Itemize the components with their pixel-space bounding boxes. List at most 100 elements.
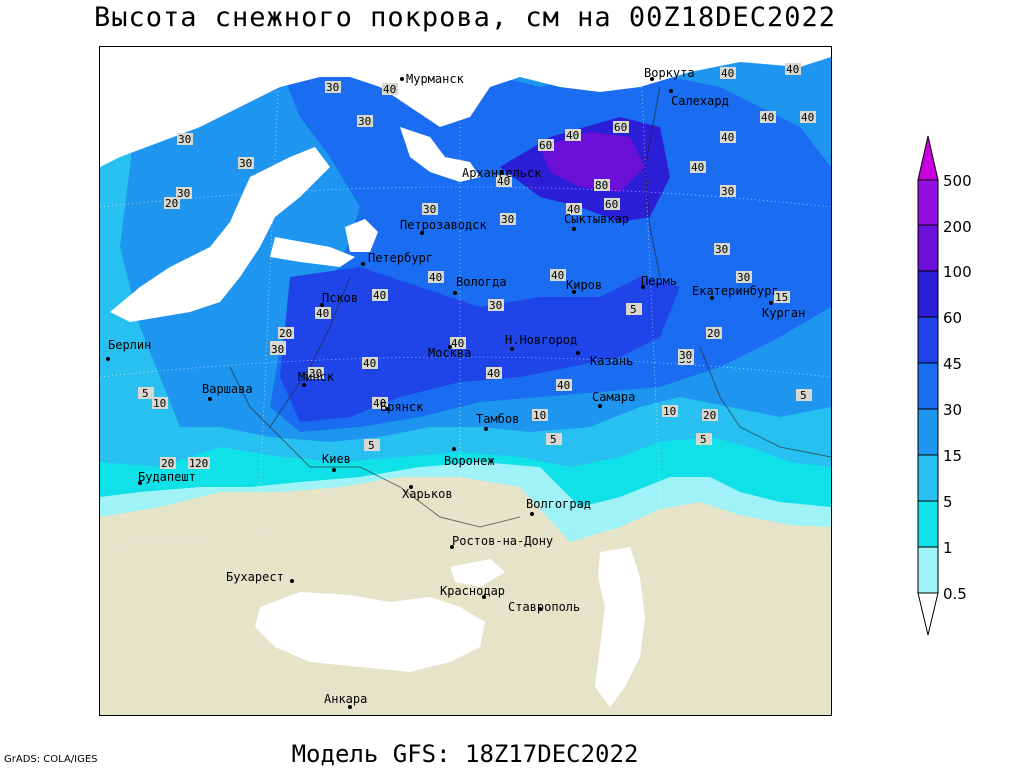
svg-text:Воронеж: Воронеж (444, 454, 495, 468)
svg-text:40: 40 (551, 269, 564, 282)
contour-label: 40 (315, 307, 331, 320)
svg-text:Тамбов: Тамбов (476, 412, 519, 426)
legend-level-200: 200 (943, 218, 972, 236)
city-labels: Мурманск Воркута Салехард Архангельск Сы… (106, 66, 805, 709)
snow-depth-map: 30 40 40 40 30 30 40 60 60 80 60 40 40 4… (99, 46, 832, 716)
svg-text:Киров: Киров (566, 278, 602, 292)
contour-label: 40 (372, 397, 388, 410)
legend-level-500: 500 (943, 172, 972, 190)
svg-text:40: 40 (761, 111, 774, 124)
city-perm: Пермь (641, 274, 677, 289)
legend-swatch-30-45 (917, 362, 939, 410)
contour-label: 20 (706, 327, 722, 340)
contour-label: 5 (546, 433, 562, 446)
svg-text:5: 5 (800, 389, 807, 402)
contour-label: 30 (270, 343, 286, 356)
svg-text:Н.Новгород: Н.Новгород (505, 333, 577, 347)
svg-text:10: 10 (533, 409, 546, 422)
white-sea (400, 127, 480, 182)
city-krasnodar: Краснодар (440, 584, 505, 599)
city-ekaterinburg: Екатеринбург (692, 284, 779, 300)
svg-text:40: 40 (429, 271, 442, 284)
contour-label: 5 (364, 439, 380, 452)
svg-text:Харьков: Харьков (402, 487, 453, 501)
svg-text:30: 30 (358, 115, 371, 128)
svg-text:Петербург: Петербург (368, 251, 433, 265)
contour-label: 40 (565, 129, 581, 142)
contour-label: 40 (450, 337, 466, 350)
svg-text:5: 5 (700, 433, 707, 446)
legend-colorbar: 500 200 100 60 45 30 15 5 1 0.5 (917, 135, 972, 636)
lake-ladoga (345, 219, 378, 252)
contour-label: 30 (678, 349, 694, 362)
city-vologda: Вологда (453, 275, 507, 295)
contour-label: 20 (278, 327, 294, 340)
sea-of-azov (450, 559, 505, 587)
svg-text:40: 40 (316, 307, 329, 320)
svg-text:Киев: Киев (322, 452, 351, 466)
svg-text:20: 20 (195, 457, 208, 470)
city-ankara: Анкара (324, 692, 367, 709)
svg-text:40: 40 (373, 289, 386, 302)
svg-text:Сыктывкар: Сыктывкар (564, 212, 629, 226)
city-kharkov: Харьков (402, 485, 453, 501)
svg-text:40: 40 (801, 111, 814, 124)
svg-text:30: 30 (423, 203, 436, 216)
svg-text:Екатеринбург: Екатеринбург (692, 284, 779, 298)
svg-text:15: 15 (775, 291, 788, 304)
city-arkhangelsk: Архангельск (462, 166, 542, 180)
svg-text:60: 60 (614, 121, 627, 134)
contour-label: 40 (486, 367, 502, 380)
contour-label: 5 (696, 433, 712, 446)
svg-text:Петрозаводск: Петрозаводск (400, 218, 487, 232)
city-kiev: Киев (322, 452, 351, 472)
city-samara: Самара (592, 390, 635, 408)
svg-text:Салехард: Салехард (671, 94, 729, 108)
contour-label: 20 (160, 457, 176, 470)
snow-zone-100-200 (540, 132, 645, 192)
legend-swatch-100-200 (917, 224, 939, 272)
contour-label: 40 (372, 289, 388, 302)
contour-label: 30 (357, 115, 373, 128)
svg-text:60: 60 (605, 198, 618, 211)
black-sea (255, 592, 485, 672)
svg-text:Псков: Псков (322, 291, 358, 305)
svg-text:20: 20 (279, 327, 292, 340)
contour-label: 40 (720, 131, 736, 144)
contour-label: 80 (594, 179, 610, 192)
city-syktyvkar: Сыктывкар (564, 212, 629, 231)
contour-label: 20 (702, 409, 718, 422)
svg-text:30: 30 (737, 271, 750, 284)
legend-swatch-200-500 (917, 179, 939, 226)
model-subtitle: Модель GFS: 18Z17DEC2022 (291, 740, 639, 768)
svg-text:Волгоград: Волгоград (526, 497, 591, 511)
contour-label: 40 (785, 63, 801, 76)
svg-text:30: 30 (326, 81, 339, 94)
contour-label: 40 (550, 269, 566, 282)
contour-label: 40 (720, 67, 736, 80)
contour-label: 40 (382, 83, 398, 96)
svg-text:Ростов-на-Дону: Ростов-на-Дону (452, 534, 553, 548)
contour-label: 40 (556, 379, 572, 392)
svg-text:30: 30 (239, 157, 252, 170)
svg-text:40: 40 (691, 161, 704, 174)
svg-text:30: 30 (271, 343, 284, 356)
contour-label: 20 (194, 457, 210, 470)
legend-level-1: 1 (943, 539, 953, 557)
svg-text:Минск: Минск (298, 370, 335, 384)
svg-text:40: 40 (721, 67, 734, 80)
svg-text:30: 30 (501, 213, 514, 226)
city-kurgan: Курган (762, 301, 805, 320)
city-vorkuta: Воркута (644, 66, 695, 81)
legend-level-30: 30 (943, 401, 962, 419)
contour-labels: 30 40 40 40 30 30 40 60 60 80 60 40 40 4… (138, 63, 816, 470)
city-warsaw: Варшава (202, 382, 253, 401)
city-budapest: Будапешт (138, 470, 196, 485)
contour-label: 40 (800, 111, 816, 124)
svg-text:60: 60 (539, 139, 552, 152)
svg-text:Берлин: Берлин (108, 338, 151, 352)
contour-label: 30 (714, 243, 730, 256)
legend-level-0.5: 0.5 (943, 585, 967, 603)
contour-label: 40 (566, 203, 582, 216)
contour-label: 5 (796, 389, 812, 402)
